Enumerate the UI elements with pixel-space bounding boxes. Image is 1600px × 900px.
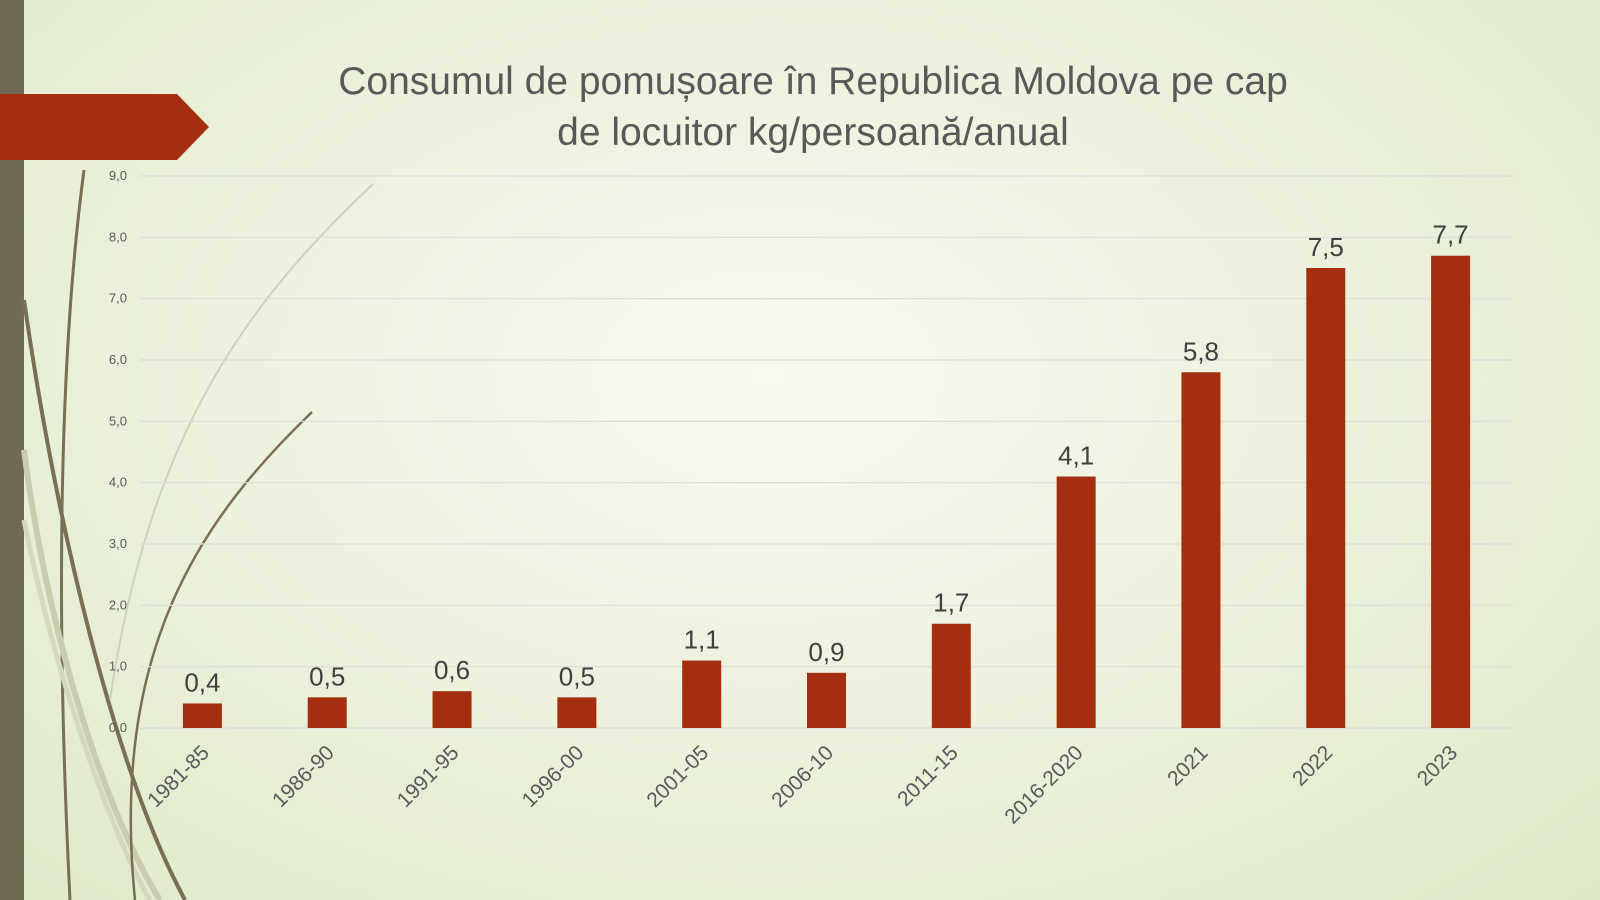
x-tick-label: 2021: [1163, 741, 1212, 790]
x-tick-label: 2001-05: [642, 741, 713, 812]
x-tick-label: 2023: [1413, 741, 1462, 790]
x-tick-label: 1986-90: [268, 741, 339, 812]
data-label: 7,5: [1308, 232, 1344, 262]
x-tick-label: 2006-10: [767, 741, 838, 812]
data-label: 4,1: [1058, 441, 1094, 471]
data-label: 7,7: [1433, 220, 1469, 250]
bar: [1306, 268, 1346, 728]
x-tick-label: 2011-15: [893, 741, 963, 811]
bar: [682, 660, 722, 728]
x-tick-label: 2022: [1288, 741, 1337, 790]
bar: [807, 672, 846, 728]
y-tick-label: 8,0: [109, 229, 127, 244]
bar: [1181, 372, 1221, 728]
y-tick-label: 9,0: [109, 168, 127, 183]
chart-title-line-1: Consumul de pomușoare în Republica Moldo…: [338, 60, 1288, 103]
bar: [432, 691, 472, 728]
x-tick-label: 2016-2020: [1000, 741, 1087, 828]
bar: [557, 697, 597, 728]
bar: [1056, 476, 1096, 728]
y-tick-label: 4,0: [109, 475, 127, 490]
x-tick-label: 1996-00: [518, 741, 589, 812]
y-tick-label: 5,0: [109, 413, 127, 428]
data-label: 0,6: [434, 655, 470, 685]
chart-title: Consumul de pomușoare în Republica Moldo…: [213, 56, 1413, 158]
data-label: 0,5: [559, 661, 595, 691]
bar: [307, 697, 347, 728]
title-arrow-banner: [0, 94, 209, 160]
y-tick-label: 1,0: [109, 659, 127, 674]
data-label: 0,5: [309, 661, 345, 691]
y-tick-label: 0,0: [109, 720, 127, 735]
x-tick-label: 1991-95: [393, 741, 464, 812]
data-label: 0,9: [808, 637, 844, 667]
data-label: 5,8: [1183, 336, 1219, 366]
y-tick-label: 3,0: [109, 536, 127, 551]
data-label: 1,1: [684, 625, 720, 655]
y-tick-label: 7,0: [109, 291, 127, 306]
y-tick-label: 2,0: [109, 597, 127, 612]
bar: [182, 703, 222, 728]
bar: [1431, 255, 1471, 728]
data-label: 1,7: [933, 588, 969, 618]
data-label: 0,4: [184, 667, 220, 697]
bar: [931, 623, 971, 728]
x-tick-label: 1981-85: [143, 741, 214, 812]
y-tick-label: 6,0: [109, 352, 127, 367]
chart-title-line-2: de locuitor kg/persoană/anual: [557, 111, 1069, 154]
